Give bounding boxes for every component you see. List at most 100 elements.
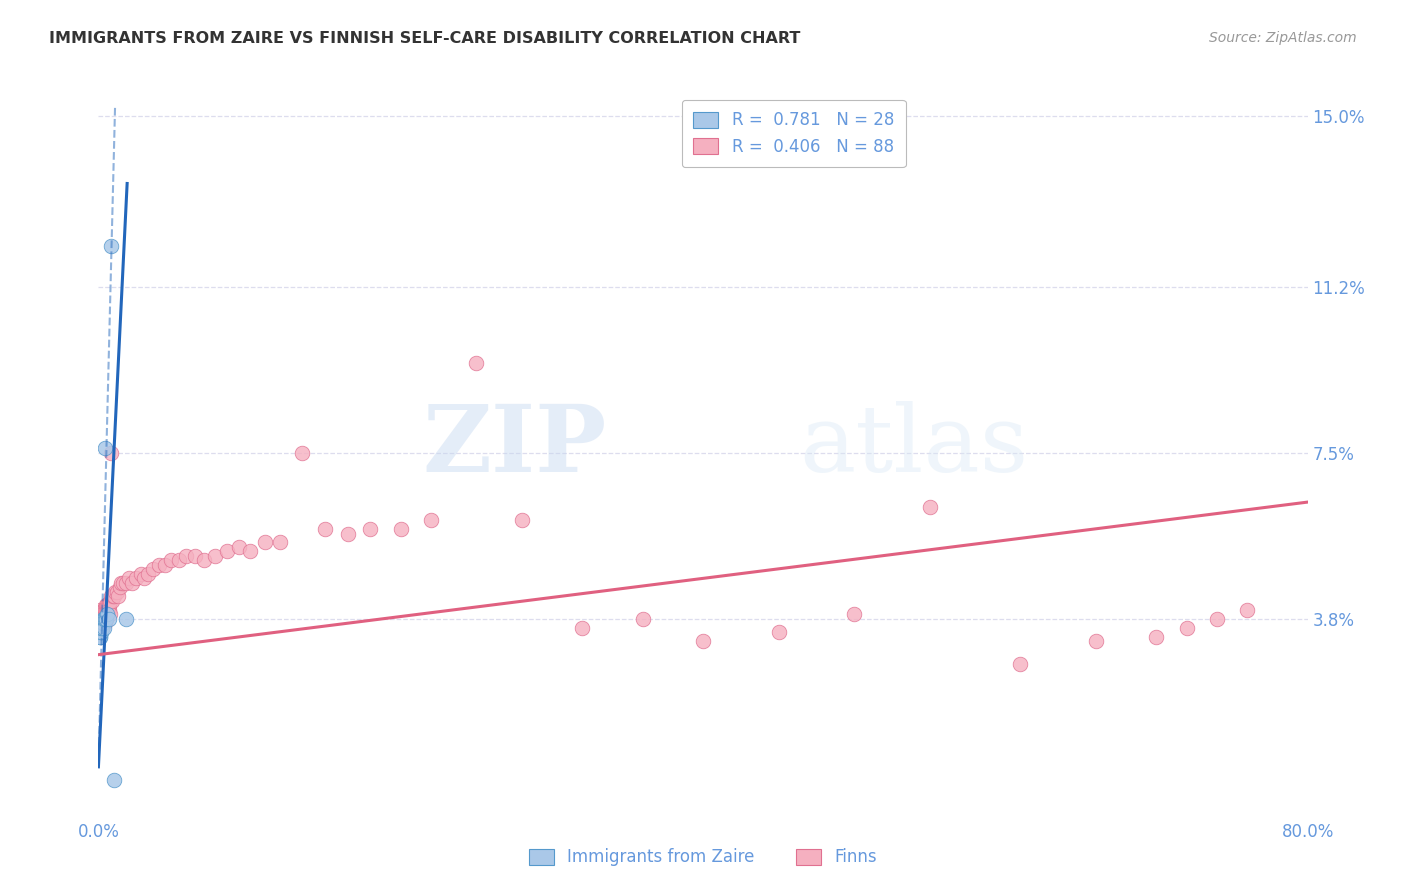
Point bbox=[1010, 657, 1032, 671]
Point bbox=[94, 612, 117, 626]
Point bbox=[90, 612, 112, 626]
Point bbox=[91, 612, 114, 626]
Point bbox=[132, 571, 155, 585]
Point bbox=[89, 621, 111, 635]
Point bbox=[160, 553, 183, 567]
Point bbox=[129, 566, 152, 581]
Point bbox=[1175, 621, 1198, 635]
Point bbox=[103, 773, 125, 788]
Point bbox=[510, 513, 533, 527]
Point bbox=[90, 616, 112, 631]
Text: Source: ZipAtlas.com: Source: ZipAtlas.com bbox=[1209, 31, 1357, 45]
Point bbox=[89, 603, 111, 617]
Point bbox=[1085, 634, 1108, 648]
Point bbox=[100, 446, 122, 460]
Point bbox=[93, 612, 115, 626]
Point bbox=[96, 599, 118, 613]
Point bbox=[98, 607, 121, 622]
Point bbox=[167, 553, 190, 567]
Point bbox=[100, 239, 122, 253]
Point bbox=[269, 535, 291, 549]
Point bbox=[98, 612, 121, 626]
Point bbox=[91, 616, 114, 631]
Point bbox=[90, 621, 112, 635]
Point bbox=[94, 442, 117, 456]
Point bbox=[89, 621, 111, 635]
Point bbox=[239, 544, 262, 558]
Point bbox=[118, 571, 141, 585]
Point bbox=[90, 621, 112, 635]
Point bbox=[91, 616, 114, 631]
Point bbox=[465, 356, 488, 370]
Point bbox=[98, 603, 121, 617]
Point bbox=[98, 599, 121, 613]
Point bbox=[125, 571, 148, 585]
Point bbox=[90, 612, 112, 626]
Point bbox=[918, 500, 941, 514]
Point bbox=[98, 594, 121, 608]
Point bbox=[93, 612, 115, 626]
Point bbox=[110, 575, 132, 590]
Point bbox=[571, 621, 593, 635]
Point bbox=[136, 566, 159, 581]
Point bbox=[91, 616, 114, 631]
Point bbox=[94, 616, 117, 631]
Point bbox=[148, 558, 170, 572]
Point bbox=[91, 621, 114, 635]
Point bbox=[215, 544, 238, 558]
Point bbox=[93, 603, 115, 617]
Point bbox=[115, 612, 138, 626]
Point bbox=[89, 630, 111, 644]
Point bbox=[101, 594, 124, 608]
Point bbox=[97, 599, 120, 613]
Point bbox=[93, 607, 115, 622]
Point bbox=[184, 549, 207, 563]
Point bbox=[94, 603, 117, 617]
Point bbox=[89, 625, 111, 640]
Point bbox=[253, 535, 276, 549]
Point bbox=[142, 562, 165, 576]
Point bbox=[90, 616, 112, 631]
Point bbox=[96, 607, 118, 622]
Point bbox=[94, 603, 117, 617]
Point bbox=[89, 630, 111, 644]
Point bbox=[90, 616, 112, 631]
Point bbox=[89, 625, 111, 640]
Point bbox=[631, 612, 654, 626]
Point bbox=[692, 634, 714, 648]
Point bbox=[91, 612, 114, 626]
Point bbox=[93, 621, 115, 635]
Point bbox=[768, 625, 790, 640]
Point bbox=[1236, 603, 1258, 617]
Point bbox=[97, 599, 120, 613]
Point bbox=[96, 599, 118, 613]
Point bbox=[96, 603, 118, 617]
Point bbox=[91, 616, 114, 631]
Point bbox=[104, 584, 127, 599]
Point bbox=[91, 603, 114, 617]
Point bbox=[844, 607, 866, 622]
Point bbox=[204, 549, 226, 563]
Text: ZIP: ZIP bbox=[422, 401, 606, 491]
Point bbox=[90, 625, 112, 640]
Point bbox=[111, 575, 134, 590]
Point bbox=[90, 621, 112, 635]
Point bbox=[94, 612, 117, 626]
Point bbox=[103, 590, 125, 604]
Text: IMMIGRANTS FROM ZAIRE VS FINNISH SELF-CARE DISABILITY CORRELATION CHART: IMMIGRANTS FROM ZAIRE VS FINNISH SELF-CA… bbox=[49, 31, 800, 46]
Point bbox=[89, 607, 111, 622]
Legend: Immigrants from Zaire, Finns: Immigrants from Zaire, Finns bbox=[522, 842, 884, 873]
Point bbox=[1144, 630, 1167, 644]
Point bbox=[114, 575, 136, 590]
Point bbox=[108, 580, 131, 594]
Point bbox=[93, 612, 115, 626]
Point bbox=[336, 526, 359, 541]
Point bbox=[193, 553, 215, 567]
Point bbox=[100, 590, 122, 604]
Point bbox=[93, 616, 115, 631]
Text: atlas: atlas bbox=[800, 401, 1029, 491]
Point bbox=[90, 621, 112, 635]
Point bbox=[93, 603, 115, 617]
Point bbox=[91, 616, 114, 631]
Point bbox=[314, 522, 336, 536]
